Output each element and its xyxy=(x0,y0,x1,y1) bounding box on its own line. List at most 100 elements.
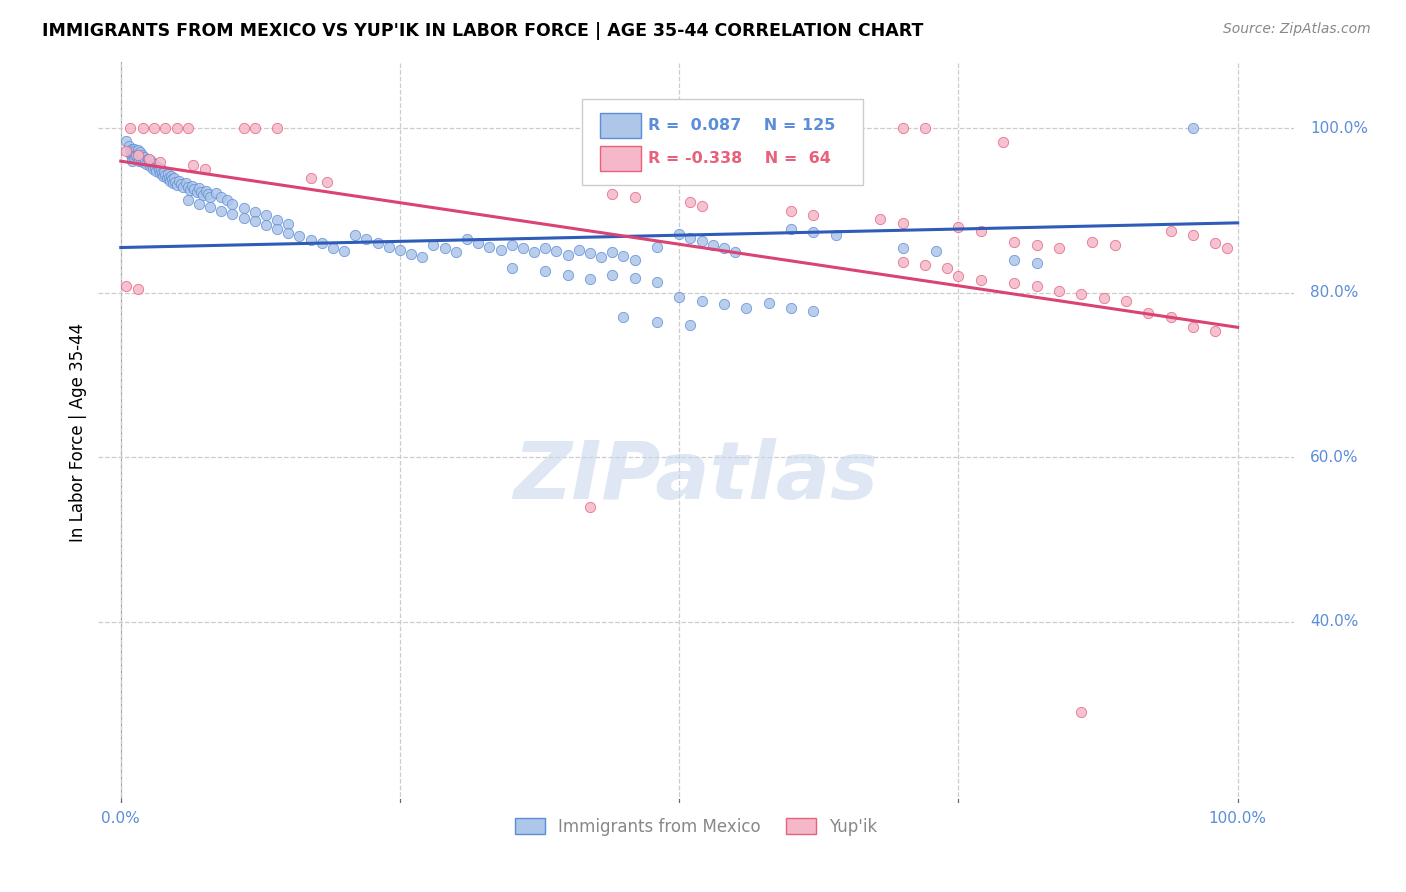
Point xyxy=(209,203,232,218)
Point xyxy=(204,186,226,201)
Point xyxy=(1104,238,1126,252)
Text: R =  0.087    N = 125: R = 0.087 N = 125 xyxy=(648,118,835,133)
Point xyxy=(600,187,623,202)
Point xyxy=(600,245,623,260)
Point xyxy=(221,197,243,211)
Point xyxy=(163,171,186,186)
Point xyxy=(1025,279,1047,293)
Point xyxy=(333,244,356,258)
Point xyxy=(1204,236,1226,251)
Point xyxy=(1215,241,1237,255)
Point xyxy=(914,258,936,272)
Point xyxy=(117,139,139,153)
Point xyxy=(467,235,489,250)
Point xyxy=(146,160,169,174)
Point xyxy=(215,193,238,207)
Point xyxy=(122,150,145,164)
Point xyxy=(124,148,146,162)
Point xyxy=(411,251,433,265)
Text: 100.0%: 100.0% xyxy=(1310,120,1368,136)
Point xyxy=(266,221,288,235)
Point xyxy=(186,186,208,200)
Point xyxy=(170,177,193,191)
Point xyxy=(367,235,389,250)
Point xyxy=(1070,706,1092,720)
Point xyxy=(138,156,160,170)
Point xyxy=(243,205,266,219)
Text: 40.0%: 40.0% xyxy=(1310,615,1358,630)
Y-axis label: In Labor Force | Age 35-44: In Labor Force | Age 35-44 xyxy=(69,323,87,542)
Point xyxy=(141,158,163,172)
Point xyxy=(645,240,668,254)
Point xyxy=(132,121,155,136)
Point xyxy=(122,145,145,160)
Point xyxy=(198,190,221,204)
Point xyxy=(399,247,422,261)
Point xyxy=(194,184,217,198)
Point xyxy=(122,147,145,161)
Point xyxy=(579,500,602,514)
Point xyxy=(156,167,179,181)
Point xyxy=(198,200,221,214)
Point xyxy=(149,166,172,180)
Point xyxy=(183,182,205,196)
Point xyxy=(121,150,143,164)
Point xyxy=(1002,235,1025,249)
Point xyxy=(139,154,162,169)
Point xyxy=(824,228,846,243)
Point xyxy=(152,169,174,183)
Point xyxy=(128,150,150,164)
Point xyxy=(190,185,212,199)
Point xyxy=(166,178,188,192)
Point xyxy=(159,174,181,188)
Point xyxy=(444,245,467,260)
Text: 0.0%: 0.0% xyxy=(101,811,141,826)
Point xyxy=(612,310,634,325)
Point xyxy=(177,179,200,194)
Point xyxy=(1115,293,1137,308)
Point xyxy=(801,121,824,136)
Point xyxy=(1160,224,1182,238)
Point xyxy=(145,164,167,178)
Legend: Immigrants from Mexico, Yup'ik: Immigrants from Mexico, Yup'ik xyxy=(508,811,884,843)
Point xyxy=(1182,121,1205,136)
Point xyxy=(690,293,713,308)
Point xyxy=(150,166,173,180)
Point xyxy=(128,154,150,169)
Point xyxy=(165,175,187,189)
Text: 80.0%: 80.0% xyxy=(1310,285,1358,301)
Point xyxy=(121,154,143,169)
Point xyxy=(232,121,254,136)
Point xyxy=(1070,287,1092,301)
Point xyxy=(668,227,690,241)
Point xyxy=(122,144,145,158)
Point xyxy=(378,240,401,254)
Point xyxy=(288,229,311,244)
Point xyxy=(702,238,724,252)
Point xyxy=(187,181,209,195)
Point xyxy=(148,163,170,178)
Point xyxy=(322,241,344,255)
Point xyxy=(115,145,138,159)
FancyBboxPatch shape xyxy=(600,146,641,171)
Point xyxy=(891,216,914,230)
Point xyxy=(277,217,299,231)
Point xyxy=(713,297,735,311)
Point xyxy=(127,147,149,161)
Point xyxy=(991,135,1014,149)
Point xyxy=(456,232,478,246)
Point xyxy=(143,157,166,171)
Point xyxy=(948,219,970,234)
Point xyxy=(589,251,612,265)
Point xyxy=(177,193,200,207)
Point xyxy=(1092,291,1115,305)
Point xyxy=(193,187,215,202)
Point xyxy=(143,121,166,136)
Point xyxy=(162,176,184,190)
Text: R = -0.338    N =  64: R = -0.338 N = 64 xyxy=(648,151,831,166)
Point xyxy=(127,146,149,161)
Point xyxy=(512,241,534,255)
Point xyxy=(1002,276,1025,290)
Point xyxy=(129,153,152,168)
Point xyxy=(197,187,219,202)
